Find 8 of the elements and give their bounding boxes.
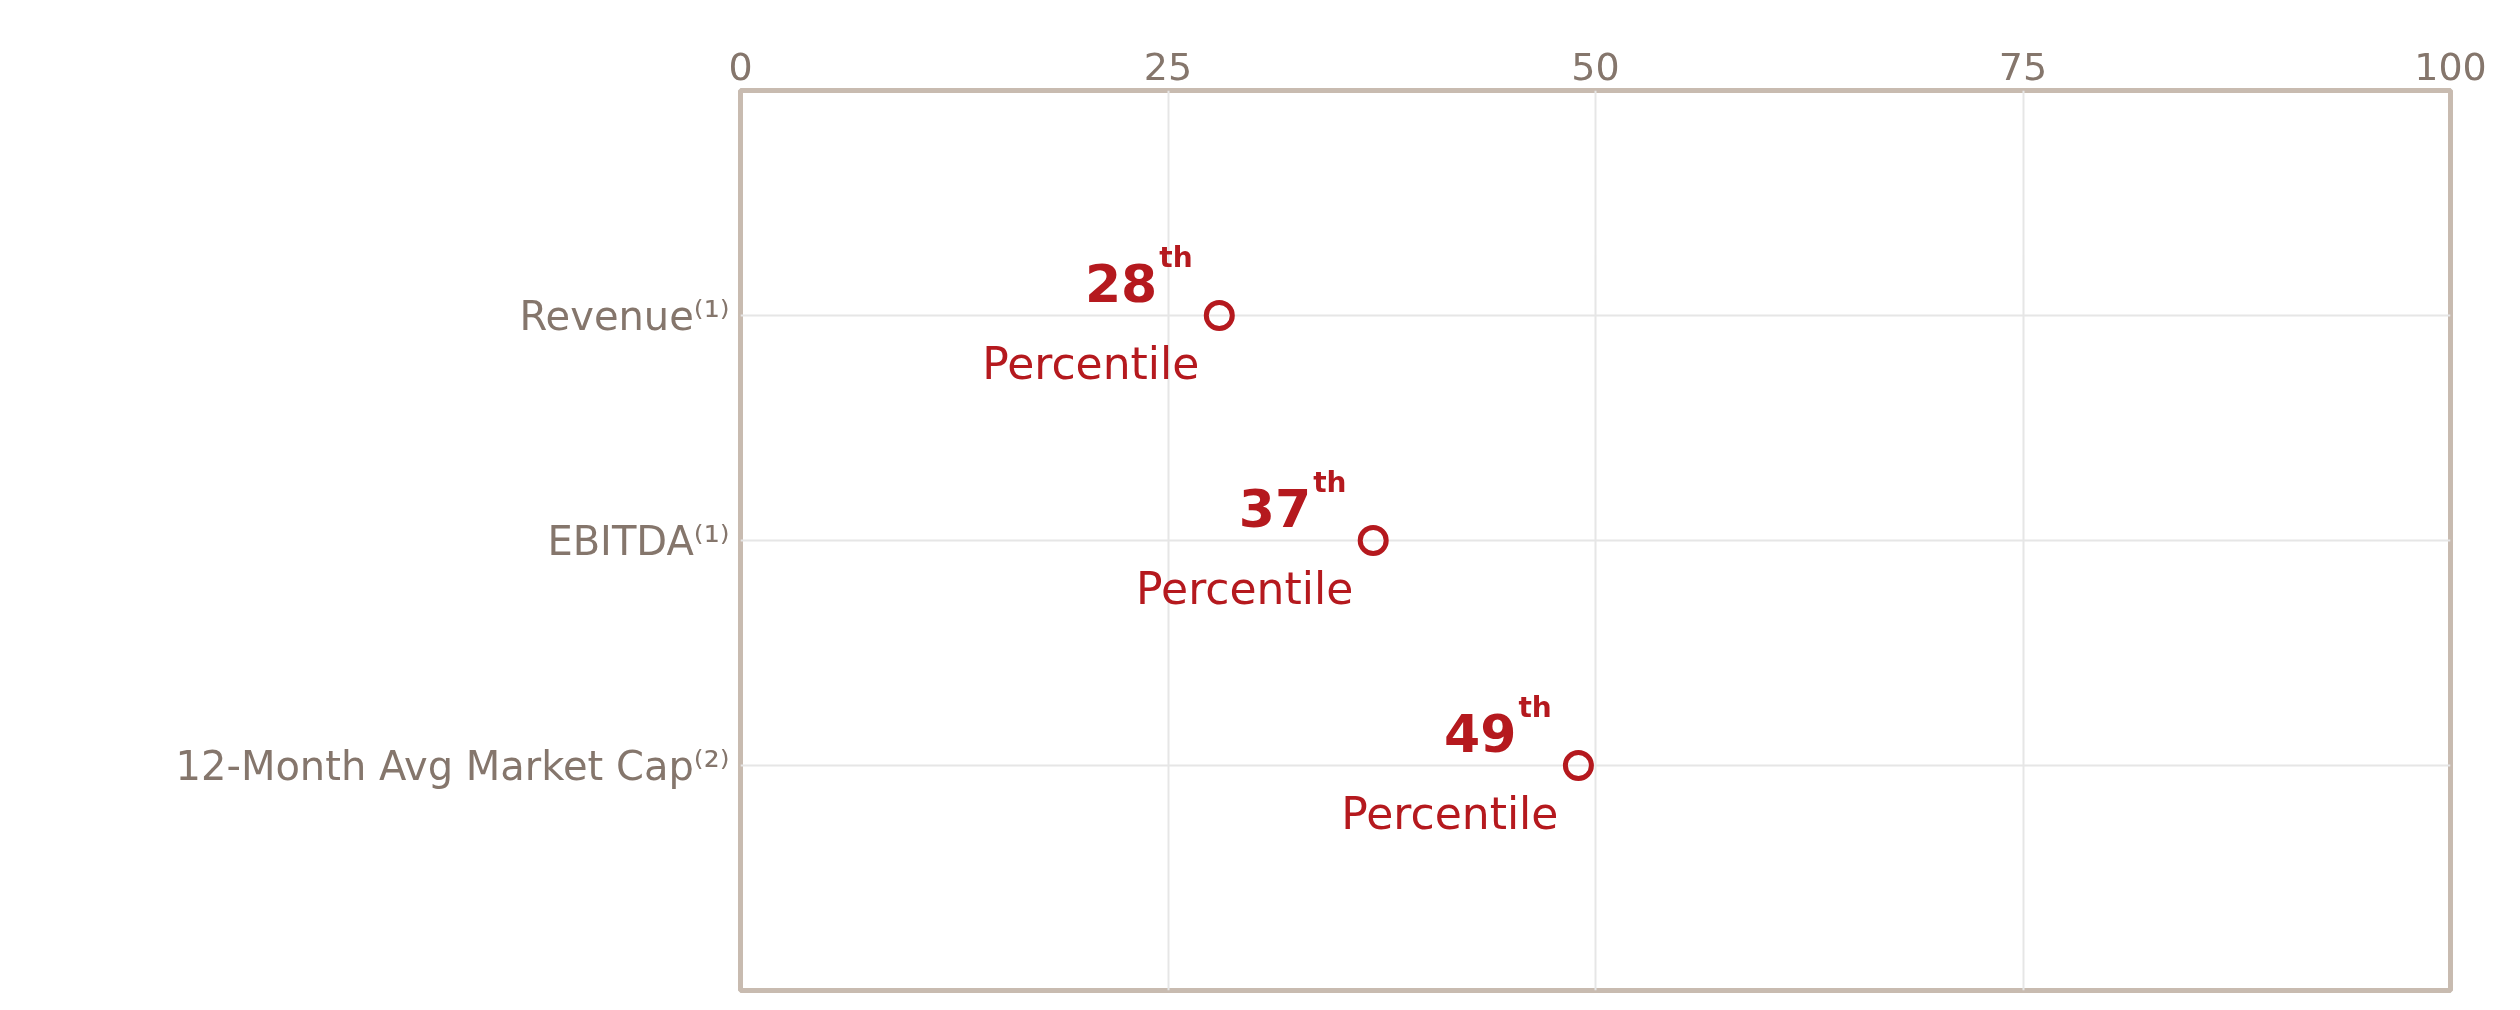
x-tick-label: 100 (2414, 44, 2487, 89)
x-tick-label: 25 (1143, 44, 1193, 89)
x-tick-label: 0 (728, 44, 753, 89)
y-tick-label: Revenue⁽¹⁾ (519, 292, 730, 339)
x-tick-label: 50 (1571, 44, 1620, 89)
y-tick-label: EBITDA⁽¹⁾ (547, 517, 730, 564)
y-tick-label: 12-Month Avg Market Cap⁽²⁾ (175, 742, 730, 789)
x-tick-label: 75 (1998, 44, 2048, 89)
